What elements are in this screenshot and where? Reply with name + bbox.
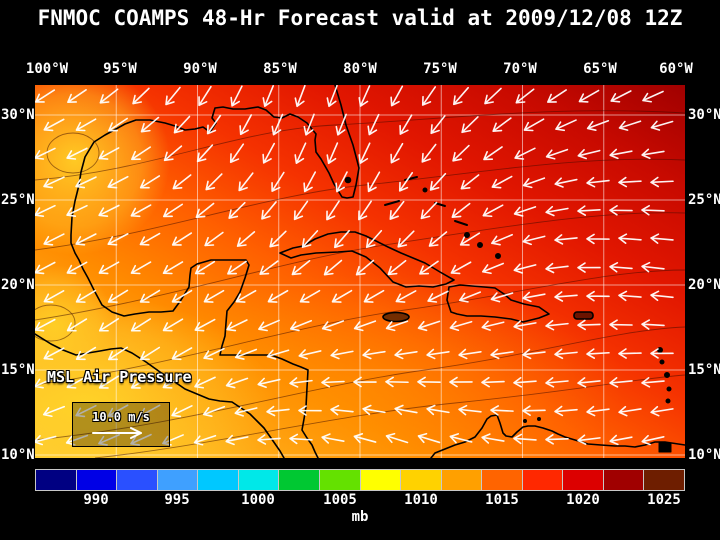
colorbar-segment: [563, 470, 603, 490]
colorbar-tick: 1005: [323, 492, 357, 508]
colorbar-tick: 995: [164, 492, 190, 508]
hispaniola-coastline: [446, 284, 550, 323]
colorbar-tick: 1010: [404, 492, 438, 508]
colorbar-units: mb: [351, 509, 369, 525]
colorbar-segment: [644, 470, 684, 490]
pressure-field-plot: [35, 85, 685, 458]
puerto-rico-island: [573, 311, 594, 320]
jamaica-island: [382, 311, 410, 323]
colorbar-tick: 1015: [485, 492, 519, 508]
lon-tick-label: 100°W: [25, 61, 69, 77]
lon-tick-label: 60°W: [659, 61, 693, 77]
lon-tick-label: 90°W: [183, 61, 217, 77]
cuba-coastline: [279, 231, 455, 288]
wind-scale-legend: 10.0 m/s: [72, 402, 170, 447]
colorbar-segment: [279, 470, 319, 490]
colorbar-tick: 1000: [241, 492, 275, 508]
colorbar-segment: [157, 470, 198, 490]
colorbar-segment: [198, 470, 238, 490]
lon-tick-label: 80°W: [343, 61, 377, 77]
lon-tick-label: 65°W: [583, 61, 617, 77]
lat-tick-label: 20°N: [688, 277, 720, 293]
pressure-map: MSL Air Pressure 10.0 m/s: [35, 85, 685, 458]
wind-arrows-layer: [35, 85, 674, 446]
colorbar-segment: [319, 470, 360, 490]
isobar-contours: [35, 110, 685, 458]
lake-okeechobee: [344, 176, 352, 184]
field-label: MSL Air Pressure: [47, 368, 192, 386]
colorbar-segment: [482, 470, 522, 490]
lat-tick-label: 25°N: [688, 192, 720, 208]
lat-tick-label: 30°N: [688, 107, 720, 123]
colorbar: [35, 469, 685, 491]
south-america-coastline: [430, 414, 685, 458]
colorbar-segment: [603, 470, 644, 490]
lat-tick-label: 10°N: [1, 447, 35, 463]
lesser-antilles-islands: [523, 347, 672, 453]
colorbar-segment: [238, 470, 279, 490]
lon-tick-label: 75°W: [423, 61, 457, 77]
lon-tick-label: 70°W: [503, 61, 537, 77]
lat-tick-label: 10°N: [688, 447, 720, 463]
colorbar-segment: [36, 470, 76, 490]
lon-tick-label: 95°W: [103, 61, 137, 77]
lat-tick-label: 30°N: [1, 107, 35, 123]
wind-scale-arrow-icon: [92, 426, 142, 439]
colorbar-segment: [401, 470, 441, 490]
lat-tick-label: 20°N: [1, 277, 35, 293]
page-title: FNMOC COAMPS 48-Hr Forecast valid at 200…: [37, 6, 683, 30]
colorbar-segment: [360, 470, 401, 490]
colorbar-segment: [441, 470, 482, 490]
lat-tick-label: 15°N: [688, 362, 720, 378]
coastlines: [35, 85, 685, 458]
colorbar-tick: 1025: [647, 492, 681, 508]
colorbar-segment: [76, 470, 117, 490]
colorbar-tick: 1020: [566, 492, 600, 508]
lon-tick-label: 85°W: [263, 61, 297, 77]
lat-tick-label: 25°N: [1, 192, 35, 208]
wind-scale-label: 10.0 m/s: [92, 409, 150, 424]
colorbar-segment: [522, 470, 563, 490]
lat-tick-label: 15°N: [1, 362, 35, 378]
gulf-and-central-america-coastline: [70, 85, 360, 458]
colorbar-segment: [117, 470, 157, 490]
colorbar-tick: 990: [83, 492, 109, 508]
